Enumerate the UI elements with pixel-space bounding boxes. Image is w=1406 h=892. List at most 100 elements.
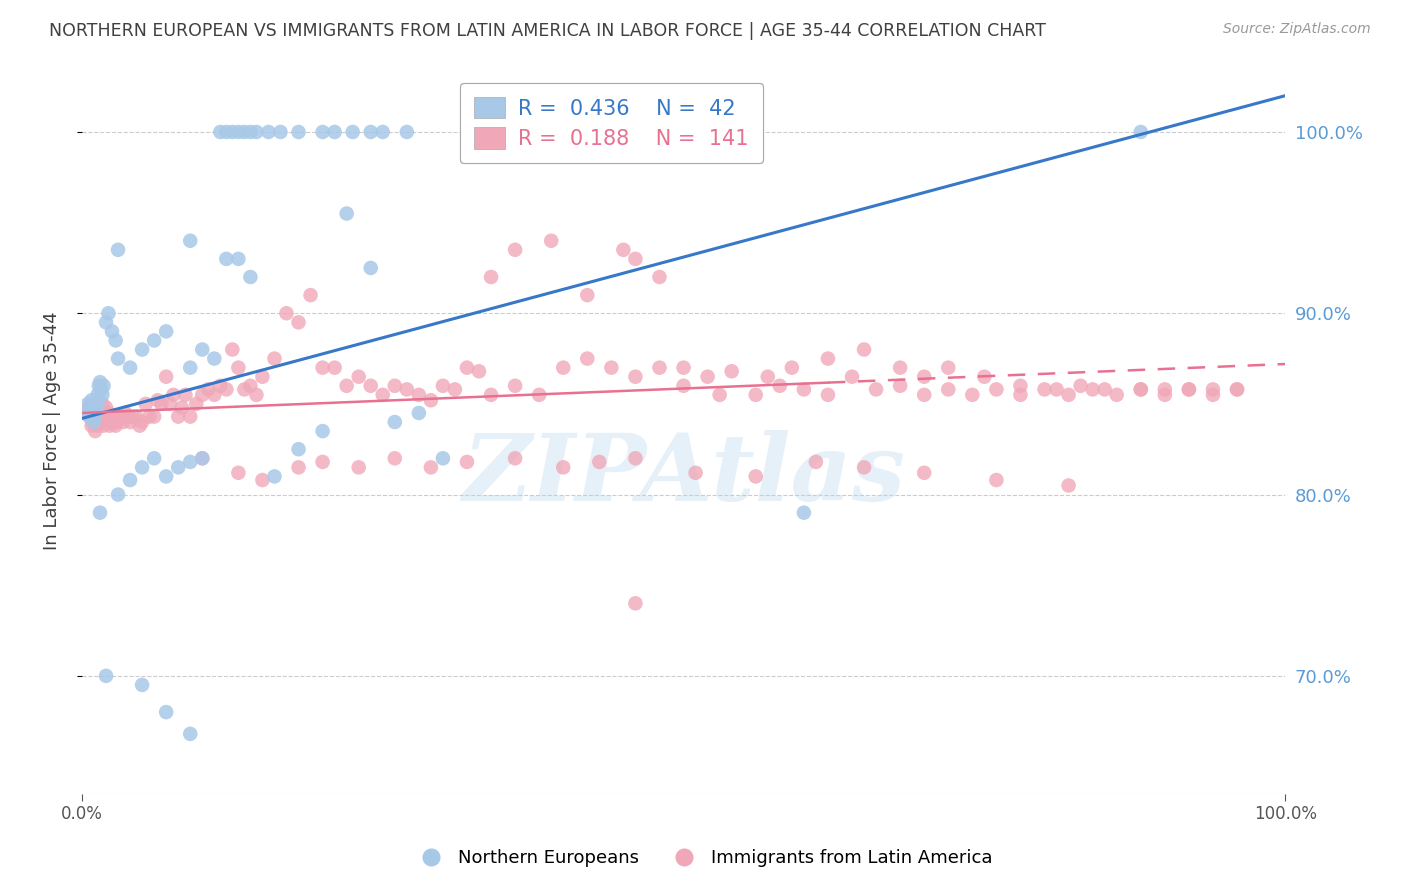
Point [553,460,575,475]
Point [503,451,526,466]
Point [221,343,243,357]
Point [101,325,124,339]
Point [347,369,370,384]
Point [709,388,731,402]
Point [1202,388,1225,402]
Point [77,409,100,424]
Y-axis label: In Labor Force | Age 35-44: In Labor Force | Age 35-44 [44,312,60,550]
Point [311,360,333,375]
Point [503,243,526,257]
Point [233,383,256,397]
Point [83,409,105,424]
Point [576,288,599,302]
Point [311,455,333,469]
Point [131,343,153,357]
Text: NORTHERN EUROPEAN VS IMMIGRANTS FROM LATIN AMERICA IN LABOR FORCE | AGE 35-44 CO: NORTHERN EUROPEAN VS IMMIGRANTS FROM LAT… [49,22,1046,40]
Point [384,415,406,429]
Text: ZIPAtlas: ZIPAtlas [463,430,905,520]
Point [86,418,108,433]
Point [103,415,125,429]
Point [287,125,309,139]
Point [93,418,115,433]
Point [685,466,707,480]
Point [98,418,121,433]
Point [179,455,201,469]
Point [336,378,359,392]
Point [336,206,359,220]
Point [432,378,454,392]
Point [150,397,173,411]
Point [347,460,370,475]
Point [1070,378,1092,392]
Point [107,243,129,257]
Point [186,397,208,411]
Point [105,415,128,429]
Point [287,460,309,475]
Point [128,418,150,433]
Point [1057,388,1080,402]
Point [239,378,262,392]
Point [159,397,181,411]
Point [299,288,322,302]
Point [239,125,262,139]
Point [209,125,232,139]
Point [191,388,214,402]
Point [143,334,166,348]
Point [503,378,526,392]
Point [80,418,103,433]
Point [624,252,647,266]
Point [720,364,742,378]
Point [89,506,111,520]
Point [97,406,120,420]
Point [197,383,219,397]
Point [87,406,110,420]
Point [135,397,157,411]
Point [252,369,274,384]
Point [233,125,256,139]
Point [865,383,887,397]
Point [131,678,153,692]
Point [540,234,562,248]
Point [179,409,201,424]
Point [89,415,111,429]
Point [228,360,250,375]
Point [1153,383,1175,397]
Point [117,409,139,424]
Point [143,451,166,466]
Point [769,378,792,392]
Point [287,442,309,457]
Point [672,360,695,375]
Point [408,406,430,420]
Point [342,125,364,139]
Point [853,343,876,357]
Point [94,315,117,329]
Point [228,252,250,266]
Point [104,418,127,433]
Point [155,325,177,339]
Point [170,401,193,415]
Point [889,360,911,375]
Point [155,369,177,384]
Point [912,466,935,480]
Point [101,415,124,429]
Point [624,596,647,610]
Point [419,460,441,475]
Point [191,451,214,466]
Point [444,383,467,397]
Point [110,409,132,424]
Point [395,383,418,397]
Point [90,409,112,424]
Point [215,252,238,266]
Point [936,383,959,397]
Point [179,360,201,375]
Point [936,360,959,375]
Point [1178,383,1201,397]
Point [155,705,177,719]
Point [1129,383,1152,397]
Point [162,388,184,402]
Point [360,125,382,139]
Point [82,397,104,411]
Point [1081,383,1104,397]
Point [94,669,117,683]
Point [648,360,671,375]
